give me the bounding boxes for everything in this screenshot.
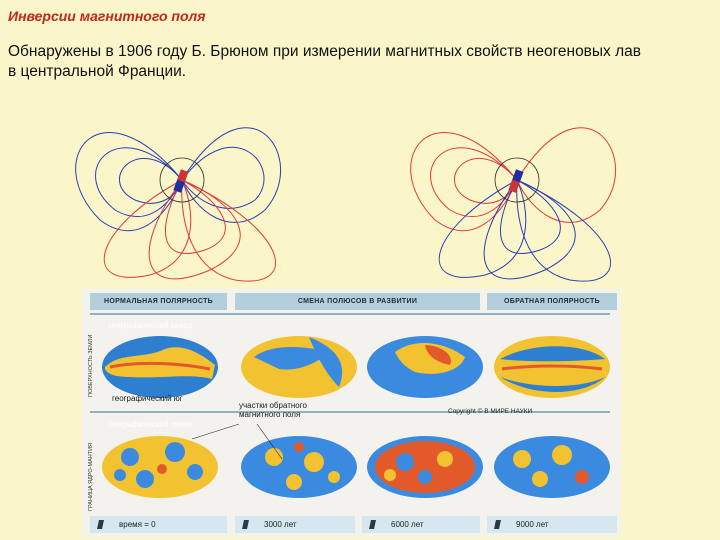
map-core-9000 bbox=[494, 436, 610, 498]
time-label-3000: 3000 лет bbox=[235, 516, 355, 533]
map-core-t0 bbox=[102, 436, 218, 498]
dipole-field-diagram-left bbox=[75, 127, 282, 282]
dipole-field-diagram-right bbox=[410, 127, 617, 282]
header-pole-change: СМЕНА ПОЛЮСОВ В РАЗВИТИИ bbox=[235, 293, 480, 310]
time-label-0: время = 0 bbox=[90, 516, 227, 533]
label-geo-north-2: географический север bbox=[109, 420, 193, 429]
label-geo-north-1: географический север bbox=[109, 321, 193, 330]
map-surface-t0 bbox=[102, 336, 218, 398]
slide-title: Инверсии магнитного поля bbox=[8, 8, 206, 24]
map-surface-9000 bbox=[494, 336, 610, 398]
polarity-maps-panel: НОРМАЛЬНАЯ ПОЛЯРНОСТЬ СМЕНА ПОЛЮСОВ В РА… bbox=[82, 289, 621, 537]
label-geo-south: географический юг bbox=[112, 394, 183, 403]
header-reverse-polarity: ОБРАТНАЯ ПОЛЯРНОСТЬ bbox=[487, 293, 617, 310]
map-core-3000 bbox=[241, 436, 357, 498]
map-surface-3000 bbox=[241, 336, 357, 398]
maps-svg bbox=[102, 336, 610, 498]
copyright-text: Copyright © В МИРЕ НАУКИ bbox=[448, 408, 533, 415]
time-label-6000: 6000 лет bbox=[362, 516, 480, 533]
map-surface-6000 bbox=[367, 336, 483, 398]
map-core-6000 bbox=[367, 436, 483, 498]
label-reverse-patches: участки обратного магнитного поля bbox=[239, 401, 307, 419]
slide-subtitle: Обнаружены в 1906 году Б. Брюном при изм… bbox=[8, 43, 642, 80]
header-normal-polarity: НОРМАЛЬНАЯ ПОЛЯРНОСТЬ bbox=[90, 293, 227, 310]
time-label-9000: 9000 лет bbox=[487, 516, 617, 533]
